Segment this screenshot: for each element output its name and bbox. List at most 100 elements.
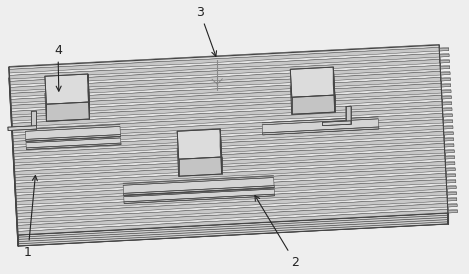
Polygon shape (123, 178, 274, 195)
Polygon shape (31, 111, 37, 129)
Polygon shape (11, 77, 441, 103)
Polygon shape (444, 132, 453, 135)
Polygon shape (448, 204, 457, 207)
Polygon shape (18, 206, 448, 232)
Polygon shape (10, 56, 440, 81)
Polygon shape (440, 66, 450, 69)
Polygon shape (346, 106, 351, 124)
Polygon shape (322, 121, 351, 126)
Polygon shape (445, 156, 454, 159)
Polygon shape (14, 137, 444, 163)
Polygon shape (179, 157, 222, 176)
Polygon shape (446, 173, 455, 177)
Polygon shape (445, 150, 454, 153)
Polygon shape (442, 90, 451, 93)
Polygon shape (441, 90, 451, 93)
Polygon shape (447, 198, 457, 201)
Polygon shape (16, 176, 446, 201)
Polygon shape (262, 119, 379, 135)
Polygon shape (446, 180, 456, 183)
Polygon shape (448, 210, 457, 213)
Polygon shape (442, 107, 452, 111)
Polygon shape (9, 50, 439, 75)
Polygon shape (17, 188, 447, 213)
Polygon shape (11, 83, 441, 109)
Polygon shape (444, 138, 454, 141)
Polygon shape (45, 74, 90, 104)
Polygon shape (124, 189, 275, 204)
Polygon shape (10, 53, 439, 79)
Polygon shape (16, 179, 446, 205)
Polygon shape (446, 185, 456, 189)
Polygon shape (9, 45, 448, 235)
Polygon shape (290, 67, 335, 97)
Polygon shape (445, 161, 455, 165)
Polygon shape (26, 138, 121, 150)
Polygon shape (443, 119, 453, 123)
Polygon shape (13, 113, 443, 139)
Polygon shape (12, 89, 442, 115)
Polygon shape (17, 200, 448, 226)
Polygon shape (440, 59, 449, 63)
Polygon shape (13, 122, 444, 147)
Polygon shape (18, 209, 448, 235)
Polygon shape (443, 108, 452, 111)
Polygon shape (11, 80, 441, 105)
Polygon shape (13, 116, 443, 141)
Polygon shape (11, 72, 440, 97)
Polygon shape (25, 127, 121, 141)
Polygon shape (9, 67, 18, 246)
Polygon shape (12, 95, 442, 121)
Polygon shape (88, 74, 90, 119)
Polygon shape (11, 86, 442, 112)
Polygon shape (13, 119, 443, 145)
Polygon shape (124, 194, 275, 204)
Polygon shape (441, 78, 450, 81)
Polygon shape (15, 161, 446, 187)
Polygon shape (12, 101, 442, 127)
Polygon shape (447, 192, 456, 195)
Polygon shape (446, 168, 455, 171)
Polygon shape (15, 152, 445, 177)
Polygon shape (15, 155, 445, 181)
Polygon shape (263, 127, 379, 135)
Polygon shape (441, 78, 450, 81)
Polygon shape (15, 146, 445, 172)
Polygon shape (444, 144, 454, 147)
Polygon shape (14, 140, 445, 165)
Polygon shape (448, 210, 457, 213)
Polygon shape (15, 164, 446, 189)
Polygon shape (14, 125, 444, 151)
Polygon shape (26, 143, 121, 150)
Polygon shape (442, 96, 451, 99)
Polygon shape (17, 192, 447, 217)
Polygon shape (17, 185, 446, 211)
Polygon shape (445, 156, 454, 159)
Polygon shape (26, 135, 121, 141)
Polygon shape (441, 84, 451, 87)
Polygon shape (18, 203, 448, 229)
Polygon shape (446, 162, 455, 165)
Text: 3: 3 (196, 5, 217, 56)
Polygon shape (443, 113, 452, 117)
Text: 4: 4 (54, 44, 62, 91)
Polygon shape (11, 74, 441, 99)
Text: 1: 1 (24, 176, 38, 258)
Polygon shape (292, 95, 335, 114)
Polygon shape (442, 102, 452, 105)
Polygon shape (446, 179, 456, 183)
Polygon shape (9, 47, 439, 73)
Polygon shape (177, 129, 222, 159)
Polygon shape (16, 170, 446, 195)
Polygon shape (17, 197, 447, 223)
Polygon shape (444, 138, 454, 141)
Text: 2: 2 (255, 196, 299, 269)
Polygon shape (446, 174, 455, 177)
Polygon shape (443, 125, 453, 129)
Polygon shape (439, 48, 449, 51)
Polygon shape (13, 107, 443, 133)
Polygon shape (14, 134, 444, 159)
Polygon shape (447, 192, 456, 195)
Polygon shape (444, 132, 453, 135)
Polygon shape (440, 65, 450, 69)
